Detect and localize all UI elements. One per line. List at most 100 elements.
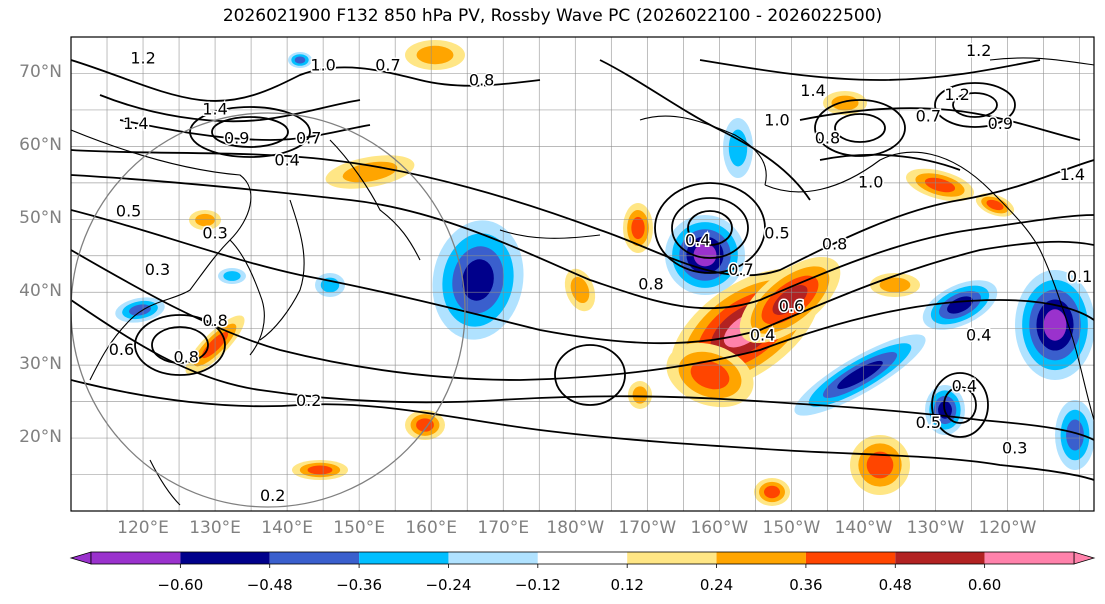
contour-label: 1.0 (310, 56, 335, 75)
lat-tick-label: 70°N (19, 62, 62, 83)
positive-anomaly-subtropic-level-1 (632, 386, 648, 404)
lon-tick-label: 130°E (189, 518, 241, 538)
pv-closed-contour (654, 182, 766, 274)
contour-label: 0.8 (822, 234, 847, 253)
lon-tick-label: 120°E (117, 518, 169, 538)
map-title: 2026021900 F132 850 hPa PV, Rossby Wave … (222, 6, 883, 26)
lat-tick-label: 40°N (19, 281, 62, 302)
contour-labels: 1.21.4 1.20.7 0.91.00.81.00.81.40.10.4 0.50… (107, 40, 1094, 507)
colorbar-tick-label: 0.48 (878, 576, 912, 594)
pv-contour (71, 249, 1094, 381)
lon-tick-label: 180°W (546, 518, 605, 538)
pv-contour (119, 119, 371, 141)
pv-closed-contour (931, 372, 989, 438)
rossby-radius-circle (71, 112, 466, 508)
pv-closed-contour (943, 386, 977, 424)
pv-contour (99, 94, 361, 123)
pv-contour (699, 59, 1041, 81)
positive-anomaly-southeast-level-2 (866, 451, 894, 479)
map-frame (70, 36, 1095, 512)
coastline-segment (499, 229, 601, 239)
lat-tick-label: 50°N (19, 208, 62, 229)
contour-label: 1.4 (1060, 165, 1085, 184)
contour-label: 0.4 (952, 377, 977, 396)
coastline-segment (639, 115, 767, 186)
positive-anomaly-alaska (823, 91, 867, 115)
positive-anomaly-gulf-alaska (905, 168, 975, 202)
positive-anomaly-tropics-level-2 (307, 465, 333, 475)
colorbar-tick-label: 0.60 (967, 576, 1002, 594)
pv-closed-contour (671, 197, 749, 259)
positive-anomaly-east-pacific (870, 273, 920, 297)
lon-tick-label: 170°W (618, 518, 677, 538)
negative-anomaly-streamer-level-3 (837, 360, 883, 390)
negative-anomaly-northeast (922, 280, 998, 330)
positive-anomaly-coast (975, 193, 1015, 217)
colorbar-tick-label: −0.60 (157, 576, 204, 594)
pv-contour (71, 209, 1094, 345)
lat-tick-label: 30°N (19, 354, 62, 375)
pv-closed-contour (952, 92, 998, 118)
negative-anomaly-japan-east (315, 273, 345, 297)
pv-closed-contour (687, 210, 733, 246)
pv-closed-contour (834, 113, 886, 143)
colorbar-tick-label: −0.36 (336, 576, 383, 594)
contour-label: 0.4 (966, 325, 991, 344)
contour-label: 0.7 (916, 107, 941, 126)
pv-closed-contour (814, 99, 906, 157)
negative-anomaly-central-pacific-level-3 (462, 259, 494, 301)
contour-label: 0.5 (116, 202, 141, 221)
contour-label: 1.4 (123, 114, 148, 133)
colorbar-tick-label: −0.24 (425, 576, 472, 594)
lon-tick-label: 160°W (690, 518, 749, 538)
contour-label: 0.7 (296, 129, 321, 148)
contour-label: 0.4 (274, 150, 299, 169)
contour-label: 0.5 (916, 413, 941, 432)
contour-label: 0.9 (224, 129, 249, 148)
contour-label: 0.6 (779, 296, 804, 315)
contour-label: 0.5 (764, 223, 789, 242)
negative-anomaly-low (665, 215, 745, 295)
positive-anomaly-mid (564, 268, 596, 312)
lat-tick-label: 60°N (19, 135, 62, 156)
contour-label: 0.7 (375, 56, 400, 75)
positive-anomaly-arctic-level-1 (416, 45, 454, 65)
pv-contour (71, 149, 1094, 277)
contour-label: 0.2 (296, 391, 321, 410)
positive-anomaly-alaska-level-1 (831, 95, 859, 111)
positive-anomaly-okhotsk-level-1 (342, 161, 398, 183)
pv-contour (819, 153, 961, 171)
positive-anomaly-subtropic (628, 381, 652, 409)
contour-label: 0.4 (685, 231, 710, 250)
pv-closed-contour (189, 106, 311, 158)
lon-tick-label: 140°E (261, 518, 313, 538)
pv-closed-contour (934, 82, 1016, 128)
positive-anomaly-manchuria (189, 210, 221, 230)
pv-contour (71, 174, 1094, 310)
contour-label: 1.0 (858, 172, 883, 191)
pv-contour (799, 107, 1081, 141)
pv-contour (71, 379, 1094, 481)
contour-label: 0.3 (145, 260, 170, 279)
colorbar-tick-label: −0.12 (514, 576, 561, 594)
contour-label: 0.7 (728, 260, 753, 279)
negative-anomaly-china-level-1 (223, 271, 241, 281)
negative-anomaly-baja (1055, 400, 1094, 470)
positive-anomaly-aleutian-west-level-2 (631, 216, 645, 240)
contour-label: 0.3 (1002, 439, 1027, 458)
colorbar-tick-label: 0.36 (789, 576, 823, 594)
lon-tick-label: 130°W (906, 518, 965, 538)
negative-anomaly-china (218, 268, 246, 284)
lon-tick-label: 120°W (978, 518, 1037, 538)
coastline-segment (259, 199, 305, 341)
pv-closed-contour (151, 326, 209, 364)
coastline-segment (764, 151, 1094, 421)
negative-anomaly-arctic (288, 52, 312, 68)
coastline-segment (71, 129, 252, 381)
contour-label: 0.9 (988, 114, 1013, 133)
lat-tick-label: 20°N (19, 427, 62, 448)
colorbar-tick-label: 0.12 (610, 576, 644, 594)
pv-closed-contour (554, 344, 626, 406)
contour-label: 0.8 (202, 311, 227, 330)
